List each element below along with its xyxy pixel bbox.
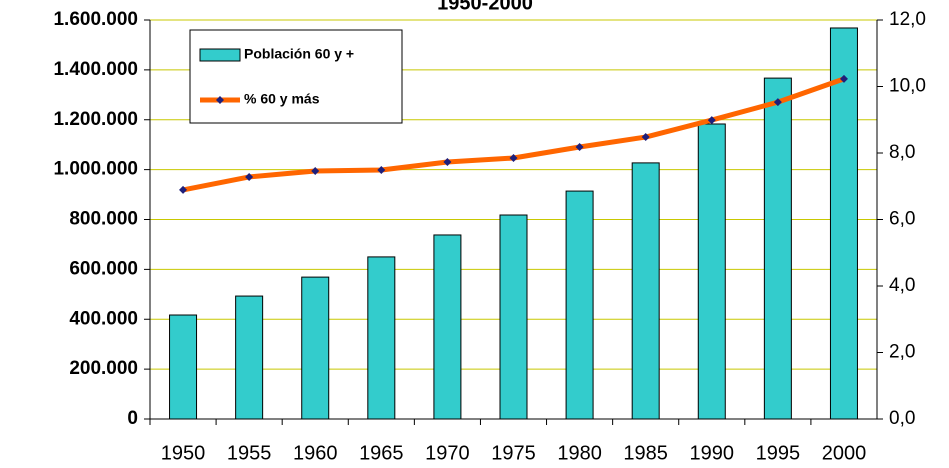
marker <box>641 133 650 142</box>
y2-tick-label: 0,0 <box>889 408 915 429</box>
bar <box>565 190 594 420</box>
y2-tick-label: 10,0 <box>889 76 926 97</box>
y2-tick-label: 8,0 <box>889 142 915 163</box>
y2-tick-label: 6,0 <box>889 209 915 230</box>
marker <box>311 166 320 175</box>
x-tick-label: 1980 <box>557 442 602 464</box>
y-tick-label: 400.000 <box>69 308 138 329</box>
x-tick-label: 1965 <box>359 442 404 464</box>
marker <box>575 143 584 152</box>
bar <box>499 214 528 420</box>
bar <box>763 77 792 420</box>
x-tick-label: 2000 <box>822 442 867 464</box>
x-tick-label: 1985 <box>623 442 668 464</box>
y-tick-label: 0 <box>127 408 138 429</box>
y2-tick-label: 2,0 <box>889 342 915 363</box>
y-tick-label: 600.000 <box>69 258 138 279</box>
legend-label: % 60 y más <box>244 91 320 107</box>
y-tick-label: 800.000 <box>69 209 138 230</box>
bar <box>235 295 264 420</box>
marker <box>377 165 386 174</box>
y-tick-label: 1.400.000 <box>53 59 138 80</box>
bar <box>301 276 330 420</box>
y-tick-label: 1.200.000 <box>53 109 138 130</box>
legend-label: Población 60 y + <box>244 46 354 62</box>
bar <box>169 314 198 420</box>
y-tick-label: 1.600.000 <box>53 9 138 30</box>
legend-swatch <box>199 48 241 62</box>
marker <box>707 116 716 125</box>
bar <box>433 234 462 420</box>
marker <box>839 74 848 83</box>
x-tick-label: 1990 <box>690 442 735 464</box>
marker <box>245 172 254 181</box>
x-tick-label: 1995 <box>756 442 801 464</box>
x-tick-label: 1955 <box>227 442 272 464</box>
bar <box>697 123 726 420</box>
bar <box>829 27 858 420</box>
marker <box>773 98 782 107</box>
bar <box>631 162 660 420</box>
legend-box <box>189 29 403 124</box>
x-tick-label: 1960 <box>293 442 338 464</box>
bar <box>367 256 396 420</box>
x-tick-label: 1950 <box>161 442 206 464</box>
y2-tick-label: 4,0 <box>889 275 915 296</box>
legend-marker <box>216 96 224 104</box>
y2-tick-label: 12,0 <box>889 9 926 30</box>
y-tick-label: 1.000.000 <box>53 159 138 180</box>
marker <box>509 153 518 162</box>
x-tick-label: 1975 <box>491 442 536 464</box>
marker <box>179 185 188 194</box>
chart-title: 1950-2000 <box>437 0 533 14</box>
x-tick-label: 1970 <box>425 442 470 464</box>
marker <box>443 157 452 166</box>
y-tick-label: 200.000 <box>69 358 138 379</box>
